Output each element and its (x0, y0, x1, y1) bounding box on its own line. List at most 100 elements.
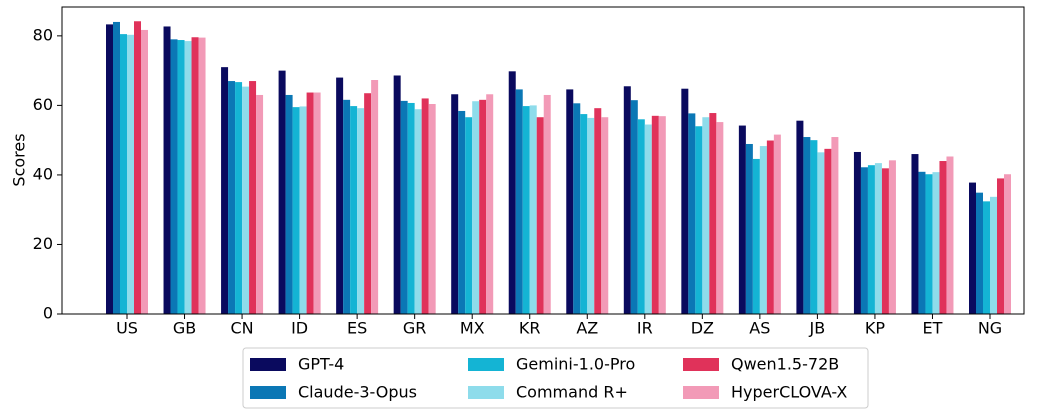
bar (831, 137, 839, 314)
bar (221, 67, 229, 314)
bar (644, 124, 652, 314)
bar (745, 143, 753, 314)
x-tick-label: JB (809, 319, 826, 338)
x-tick-label: AS (749, 319, 770, 338)
bar (573, 103, 581, 314)
bar (976, 192, 983, 314)
bar (738, 125, 746, 315)
bar (256, 94, 264, 315)
x-tick-label: GR (403, 319, 427, 338)
bar (120, 34, 127, 315)
bar (766, 140, 774, 314)
legend-swatch (250, 386, 286, 399)
legend-label: Command R+ (516, 383, 628, 402)
bar (925, 174, 933, 314)
bar (658, 116, 666, 314)
legend-swatch (683, 386, 719, 399)
bar (824, 148, 832, 314)
bar (911, 154, 919, 314)
bar (932, 172, 940, 314)
bar (106, 24, 113, 315)
bar (522, 106, 530, 314)
bar (867, 165, 875, 314)
bar (983, 201, 990, 314)
bar (177, 40, 185, 314)
bar (278, 70, 286, 314)
bar (191, 37, 199, 314)
bar (651, 115, 659, 314)
x-tick-label: CN (230, 319, 253, 338)
bar (414, 109, 422, 314)
y-tick-label: 40 (33, 164, 53, 183)
x-tick-label: KR (519, 319, 541, 338)
bar (702, 117, 710, 314)
bar (716, 122, 724, 314)
x-tick-label: ID (291, 319, 308, 338)
bar (292, 107, 300, 314)
bar (623, 86, 631, 315)
bar (939, 161, 947, 314)
bar (465, 117, 473, 314)
bar (630, 100, 638, 315)
bar (888, 160, 896, 314)
legend-label: Gemini-1.0-Pro (516, 355, 635, 374)
bar (113, 21, 120, 315)
bar (759, 146, 767, 314)
bar (350, 106, 358, 314)
bar (428, 104, 436, 315)
x-tick-label: US (116, 319, 138, 338)
bar (853, 151, 861, 314)
x-tick-label: MX (460, 319, 485, 338)
bar (594, 108, 602, 314)
bar (472, 101, 480, 314)
bar (198, 37, 206, 314)
bar (313, 92, 321, 315)
bar (184, 41, 192, 314)
x-tick-label: NG (978, 319, 1002, 338)
legend-swatch (683, 358, 719, 371)
x-tick-label: ET (923, 319, 943, 338)
bar (170, 39, 178, 315)
bar (990, 196, 997, 314)
legend-label: Claude-3-Opus (298, 383, 417, 402)
legend-label: GPT-4 (298, 355, 344, 374)
x-tick-label: AZ (576, 319, 598, 338)
bar (364, 93, 372, 314)
y-tick-label: 20 (33, 234, 53, 253)
bar (228, 81, 236, 314)
bar (306, 92, 314, 315)
bar (357, 108, 365, 314)
bar (343, 99, 351, 314)
bar (529, 105, 537, 314)
x-tick-label: GB (173, 319, 196, 338)
bar (709, 113, 717, 314)
bar (543, 94, 551, 315)
bar (486, 94, 494, 314)
bar (946, 156, 954, 314)
bar (881, 168, 889, 314)
bar (918, 171, 926, 314)
bar (601, 117, 609, 314)
bar (336, 77, 344, 315)
bar (566, 89, 574, 314)
y-tick-label: 0 (43, 304, 53, 323)
bar (688, 113, 696, 314)
bar (235, 82, 243, 314)
x-tick-label: ES (347, 319, 367, 338)
legend-swatch (468, 386, 504, 399)
legend-swatch (250, 358, 286, 371)
x-tick-label: DZ (691, 319, 714, 338)
legend-label: HyperCLOVA-X (731, 383, 847, 402)
x-tick-label: IR (637, 319, 653, 338)
bar (1004, 174, 1011, 314)
bar (242, 86, 250, 314)
legend-label: Qwen1.5-72B (731, 355, 839, 374)
bar (515, 89, 523, 314)
y-tick-label: 60 (33, 95, 53, 114)
y-axis-label: Scores (10, 133, 29, 186)
bar (773, 134, 781, 314)
bar (874, 163, 882, 314)
bar (681, 88, 689, 315)
bar (752, 158, 760, 314)
